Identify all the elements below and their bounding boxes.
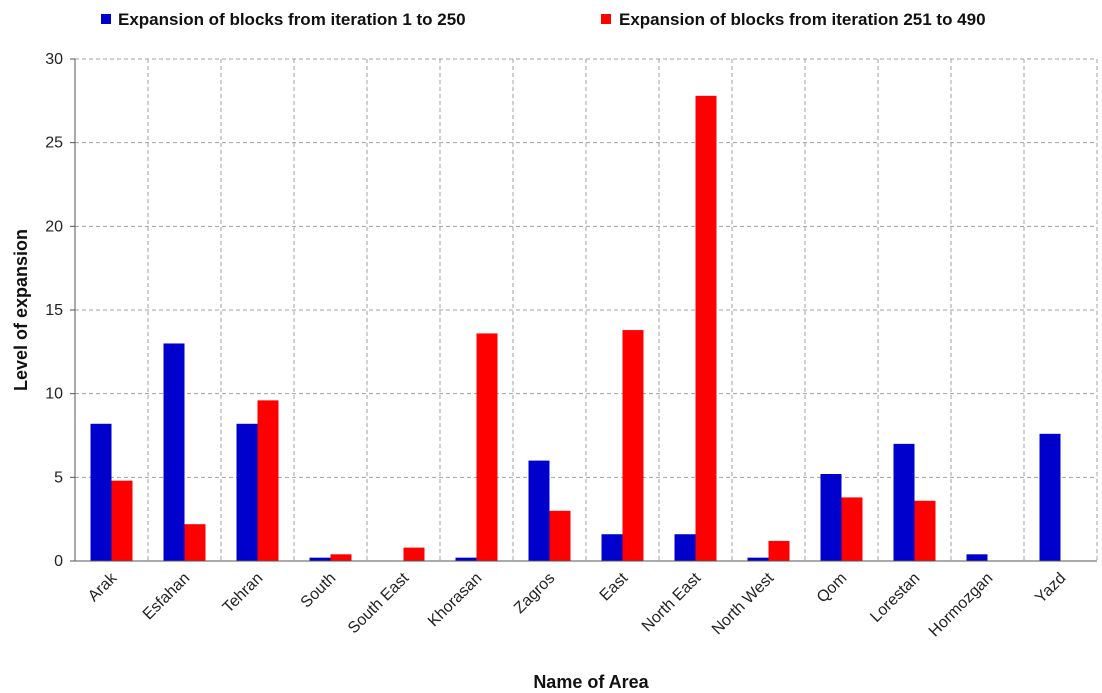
x-tick-label: Hormozgan bbox=[926, 570, 997, 641]
legend-label-series-2: Expansion of blocks from iteration 251 t… bbox=[619, 10, 986, 29]
y-tick-label: 0 bbox=[54, 553, 63, 570]
x-tick-label: Zagros bbox=[511, 570, 558, 617]
legend: Expansion of blocks from iteration 1 to … bbox=[101, 10, 986, 29]
bar-series-1-qom bbox=[820, 473, 842, 561]
x-tick-label: North West bbox=[709, 569, 778, 638]
bar-series-1-hormozgan bbox=[966, 554, 988, 561]
bar-series-1-arak bbox=[90, 423, 112, 561]
x-tick-label: Qom bbox=[814, 570, 851, 607]
bar-series-2-lorestan bbox=[914, 500, 936, 561]
bars bbox=[90, 95, 1061, 562]
y-tick-labels: 0 5 10 15 20 25 30 bbox=[45, 51, 63, 570]
bar-series-1-zagros bbox=[528, 460, 550, 561]
x-axis-title: Name of Area bbox=[533, 672, 649, 692]
bar-series-2-khorasan bbox=[476, 333, 498, 561]
y-tick-label: 30 bbox=[45, 51, 63, 68]
bar-series-1-lorestan bbox=[893, 443, 915, 561]
bar-series-1-south bbox=[309, 557, 331, 561]
x-tick-label: Yazd bbox=[1032, 570, 1069, 607]
bar-series-2-tehran bbox=[257, 400, 279, 561]
x-tick-label: South bbox=[298, 570, 340, 612]
y-tick-label: 20 bbox=[45, 218, 63, 235]
y-tick-label: 5 bbox=[54, 469, 63, 486]
legend-label-series-1: Expansion of blocks from iteration 1 to … bbox=[118, 10, 466, 29]
x-tick-label: Arak bbox=[85, 569, 121, 605]
bar-series-2-south bbox=[330, 554, 352, 561]
x-tick-label: East bbox=[597, 569, 632, 604]
bar-series-2-qom bbox=[841, 497, 863, 561]
bar-series-1-east bbox=[601, 534, 623, 561]
x-tick-label: North East bbox=[639, 569, 705, 635]
x-tick-label: Lorestan bbox=[867, 570, 923, 626]
x-tick-label: Esfahan bbox=[140, 570, 194, 624]
x-tick-label: Tehran bbox=[220, 570, 267, 617]
bar-series-2-north-west bbox=[768, 540, 790, 561]
legend-swatch-series-2 bbox=[601, 14, 611, 24]
axes bbox=[70, 58, 1097, 562]
bar-series-2-south-east bbox=[403, 547, 425, 561]
bar-series-1-khorasan bbox=[455, 557, 477, 561]
bar-series-2-arak bbox=[111, 480, 133, 561]
bar-series-1-tehran bbox=[236, 423, 258, 561]
gridlines bbox=[75, 58, 1098, 561]
bar-series-2-east bbox=[622, 330, 644, 561]
y-tick-label: 25 bbox=[45, 135, 63, 152]
y-axis-title: Level of expansion bbox=[11, 229, 31, 391]
y-tick-label: 15 bbox=[45, 302, 63, 319]
bar-series-2-north-east bbox=[695, 95, 717, 562]
bar-series-1-north-east bbox=[674, 534, 696, 561]
x-tick-label: Khorasan bbox=[425, 570, 485, 630]
bar-series-2-esfahan bbox=[184, 524, 206, 561]
x-tick-labels: Arak Esfahan Tehran South South East Khorasan… bbox=[85, 569, 1069, 640]
y-tick-label: 10 bbox=[45, 386, 63, 403]
bar-series-1-yazd bbox=[1039, 433, 1061, 561]
legend-swatch-series-1 bbox=[101, 14, 111, 24]
bar-series-1-north-west bbox=[747, 557, 769, 561]
x-tick-label: South East bbox=[345, 569, 413, 637]
bar-series-1-esfahan bbox=[163, 343, 185, 561]
bar-series-2-zagros bbox=[549, 510, 571, 561]
